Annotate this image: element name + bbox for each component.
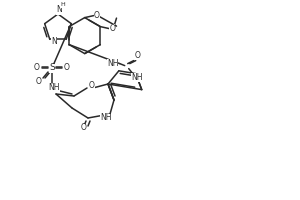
Text: NH: NH — [48, 84, 60, 92]
Text: S: S — [49, 64, 55, 72]
Text: NH: NH — [107, 59, 118, 68]
Text: O: O — [110, 24, 115, 33]
Text: N: N — [51, 37, 57, 46]
Text: H: H — [61, 2, 65, 7]
Text: NH: NH — [131, 73, 142, 82]
Text: O: O — [135, 51, 141, 60]
Text: NH: NH — [100, 114, 112, 122]
Text: O: O — [64, 64, 70, 72]
Text: O: O — [34, 64, 40, 72]
Text: N: N — [56, 5, 62, 15]
Text: O: O — [81, 123, 87, 132]
Text: O: O — [94, 11, 100, 20]
Text: O: O — [36, 77, 42, 86]
Text: O: O — [89, 82, 95, 90]
